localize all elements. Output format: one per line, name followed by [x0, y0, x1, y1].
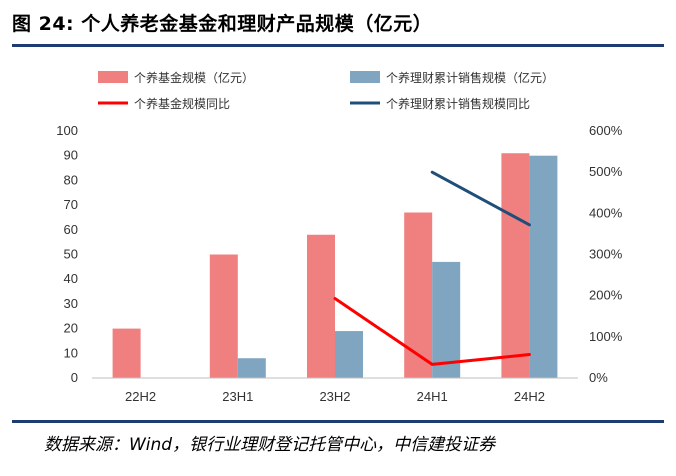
- bars: [112, 153, 558, 378]
- bar-wealth-24H1: [432, 261, 461, 378]
- right-tick-label: 400%: [589, 205, 623, 220]
- left-tick-label: 80: [64, 172, 78, 187]
- left-tick-label: 50: [64, 247, 78, 262]
- bar-wealth-23H2: [335, 331, 363, 378]
- x-tick-label: 24H1: [417, 389, 448, 404]
- x-tick-label: 22H2: [125, 389, 156, 404]
- legend-label: 个养理财累计销售规模（亿元）: [386, 70, 554, 85]
- lines: [333, 170, 531, 366]
- bar-wealth-24H2: [529, 155, 558, 378]
- x-tick-label: 24H2: [514, 389, 545, 404]
- right-tick-label: 600%: [589, 123, 623, 138]
- right-axis: 0% 100% 200% 300% 400% 500% 600%: [589, 123, 623, 385]
- bar-fund-23H1: [209, 254, 238, 378]
- bar-fund-22H2: [112, 328, 141, 378]
- bar-fund-24H2: [501, 153, 530, 378]
- wealth-yoy-line: [430, 170, 531, 227]
- fund-yoy-line: [333, 297, 531, 366]
- left-tick-label: 90: [64, 148, 78, 163]
- footer-divider: [12, 420, 664, 423]
- legend-swatch: [350, 71, 380, 83]
- bar-fund-24H1: [404, 212, 433, 378]
- left-tick-label: 10: [64, 345, 78, 360]
- x-axis: 22H2 23H1 23H2 24H1 24H2: [92, 377, 578, 404]
- left-tick-label: 0: [71, 370, 78, 385]
- chart-title: 图 24: 个人养老金基金和理财产品规模（亿元）: [12, 13, 433, 35]
- legend-swatch: [98, 71, 128, 83]
- left-axis: 0 10 20 30 40 50 60 70 80 90 100: [56, 123, 78, 385]
- right-tick-label: 100%: [589, 329, 623, 344]
- legend: 个养基金规模（亿元） 个养理财累计销售规模（亿元） 个养基金规模同比 个养理财累计销售…: [98, 70, 554, 111]
- left-tick-label: 20: [64, 321, 78, 336]
- legend-label: 个养基金规模同比: [134, 96, 230, 111]
- title-divider: [12, 44, 664, 47]
- bar-wealth-23H1: [237, 358, 266, 378]
- x-tick-label: 23H1: [222, 389, 253, 404]
- left-tick-label: 40: [64, 271, 78, 286]
- right-tick-label: 500%: [589, 164, 623, 179]
- left-tick-label: 100: [56, 123, 78, 138]
- legend-label: 个养基金规模（亿元）: [134, 70, 254, 85]
- left-tick-label: 30: [64, 296, 78, 311]
- legend-label: 个养理财累计销售规模同比: [386, 96, 530, 111]
- right-tick-label: 300%: [589, 247, 623, 262]
- left-tick-label: 70: [64, 197, 78, 212]
- left-tick-label: 60: [64, 222, 78, 237]
- bar-fund-23H2: [307, 234, 335, 378]
- x-tick-label: 23H2: [319, 389, 350, 404]
- right-tick-label: 200%: [589, 288, 623, 303]
- right-tick-label: 0%: [589, 370, 608, 385]
- source-note: 数据来源：Wind，银行业理财登记托管中心，中信建投证券: [44, 435, 496, 455]
